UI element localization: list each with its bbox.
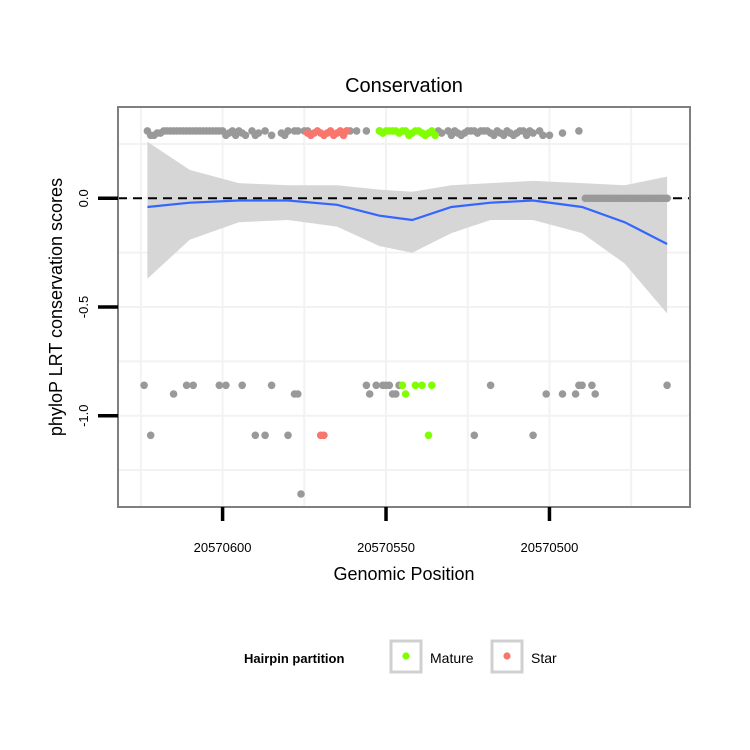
point-none	[539, 131, 547, 140]
y-tick-label: -1.0	[76, 404, 91, 426]
legend-label-star: Star	[531, 650, 557, 666]
x-tick-label: 20570500	[521, 540, 579, 555]
point-none	[284, 127, 292, 135]
legend-entry-mature: Mature	[389, 639, 474, 674]
point-none	[578, 381, 586, 390]
legend-title: Hairpin partition	[244, 651, 344, 666]
smooth-line	[147, 199, 668, 245]
point-none	[169, 390, 178, 398]
point-none	[558, 129, 567, 137]
point-none	[542, 390, 550, 398]
point-mature	[401, 390, 410, 398]
point-none	[470, 431, 479, 440]
point-none	[267, 381, 276, 390]
point-none	[284, 431, 292, 440]
point-none	[529, 431, 537, 440]
point-none	[146, 431, 155, 440]
point-none	[591, 390, 599, 398]
confidence-band	[147, 141, 668, 314]
data-points	[140, 127, 671, 498]
legend-dot-mature	[402, 652, 410, 660]
point-mature	[428, 381, 436, 390]
point-none	[362, 381, 371, 390]
point-none	[215, 381, 224, 390]
point-star	[320, 431, 328, 440]
point-none	[437, 129, 446, 137]
point-none	[140, 381, 148, 390]
point-none	[297, 490, 305, 498]
point-none	[182, 381, 191, 390]
point-none	[365, 390, 374, 398]
point-none	[238, 381, 246, 390]
chart-title: Conservation	[345, 75, 463, 97]
y-tick-label: 0.0	[76, 189, 91, 207]
point-none	[663, 381, 671, 390]
point-none	[352, 127, 361, 135]
point-mature	[398, 381, 407, 390]
point-none	[571, 390, 580, 398]
legend-dot-star	[503, 652, 511, 660]
point-none	[241, 131, 250, 140]
point-none	[267, 131, 276, 140]
point-none	[392, 390, 400, 398]
legend: Hairpin partition Mature Star	[244, 639, 557, 674]
point-mature	[424, 431, 433, 440]
point-none	[294, 390, 302, 398]
y-tick-label: -0.5	[76, 296, 91, 318]
point-none	[558, 390, 567, 398]
point-mature	[411, 381, 420, 390]
point-none	[222, 381, 230, 390]
point-mature	[431, 131, 439, 140]
legend-entry-star: Star	[490, 639, 557, 674]
point-none	[529, 129, 537, 137]
smooth-line-layer	[147, 199, 668, 245]
x-tick-label: 20570600	[194, 540, 252, 555]
legend-label-mature: Mature	[430, 650, 474, 666]
point-none	[372, 381, 381, 390]
point-none	[362, 127, 371, 135]
grid-lines	[118, 107, 690, 507]
point-none	[251, 431, 260, 440]
point-none	[663, 194, 671, 203]
point-star	[343, 127, 351, 135]
point-none	[254, 129, 263, 137]
point-none	[486, 381, 495, 390]
point-none	[261, 127, 269, 135]
x-tick-label: 20570550	[357, 540, 415, 555]
point-none	[261, 431, 269, 440]
point-none	[588, 381, 596, 390]
y-axis-title: phyloP LRT conservation scores	[46, 178, 66, 436]
x-axis-title: Genomic Position	[333, 564, 474, 584]
point-none	[545, 131, 554, 140]
point-mature	[418, 381, 426, 390]
confidence-band-layer	[147, 141, 668, 314]
point-none	[189, 381, 197, 390]
point-none	[385, 381, 394, 390]
axes: 20570600 20570550 20570500 0.0 -0.5 -1.0	[76, 189, 578, 555]
point-none	[575, 127, 583, 135]
point-none	[294, 127, 302, 135]
